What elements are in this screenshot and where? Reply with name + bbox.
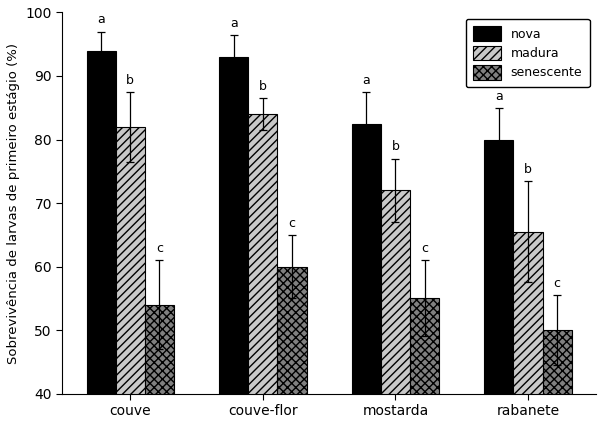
Bar — [248, 114, 277, 394]
Bar — [381, 190, 410, 394]
Text: c: c — [554, 277, 561, 290]
Bar — [277, 266, 307, 394]
Bar — [145, 305, 174, 394]
Text: c: c — [156, 242, 163, 255]
Text: a: a — [362, 74, 370, 87]
Y-axis label: Sobrevivência de larvas de primeiro estágio (%): Sobrevivência de larvas de primeiro está… — [7, 42, 20, 363]
Bar — [352, 124, 381, 394]
Text: c: c — [289, 217, 295, 230]
Bar — [543, 330, 572, 394]
Bar — [410, 298, 439, 394]
Text: a: a — [97, 14, 105, 26]
Legend: nova, madura, senescente: nova, madura, senescente — [466, 19, 590, 87]
Text: c: c — [421, 242, 428, 255]
Text: b: b — [259, 80, 267, 93]
Text: a: a — [230, 17, 238, 30]
Text: b: b — [127, 74, 134, 87]
Bar — [484, 139, 514, 394]
Bar — [219, 57, 248, 394]
Text: b: b — [391, 141, 399, 153]
Text: b: b — [524, 163, 532, 176]
Bar — [514, 232, 543, 394]
Bar — [116, 127, 145, 394]
Bar — [87, 51, 116, 394]
Text: a: a — [495, 90, 503, 103]
